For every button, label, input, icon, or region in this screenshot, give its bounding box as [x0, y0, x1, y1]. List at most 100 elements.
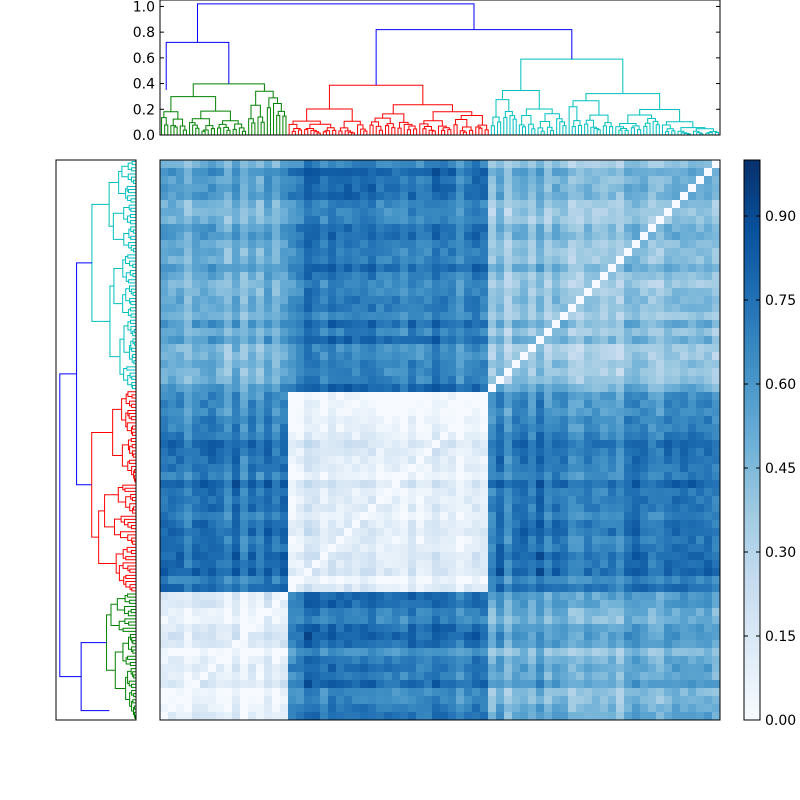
heatmap-cell	[328, 392, 337, 401]
heatmap-cell	[240, 184, 249, 193]
heatmap-cell	[168, 472, 177, 481]
heatmap-cell	[288, 312, 297, 321]
heatmap-cell	[472, 304, 481, 313]
heatmap-cell	[592, 368, 601, 377]
heatmap-cell	[408, 680, 417, 689]
heatmap-cell	[224, 616, 233, 625]
heatmap-cell	[608, 424, 617, 433]
heatmap-cell	[240, 280, 249, 289]
heatmap-cell	[536, 624, 545, 633]
heatmap-cell	[280, 656, 289, 665]
heatmap-cell	[712, 632, 721, 641]
heatmap-cell	[568, 600, 577, 609]
heatmap-cell	[288, 296, 297, 305]
heatmap-cell	[168, 640, 177, 649]
heatmap-cell	[360, 552, 369, 561]
heatmap-cell	[368, 624, 377, 633]
heatmap-cell	[312, 280, 321, 289]
heatmap-cell	[304, 184, 313, 193]
heatmap-cell	[424, 360, 433, 369]
heatmap-cell	[680, 280, 689, 289]
heatmap-cell	[392, 304, 401, 313]
heatmap-cell	[680, 536, 689, 545]
heatmap-cell	[360, 496, 369, 505]
heatmap-cell	[688, 368, 697, 377]
heatmap-cell	[712, 512, 721, 521]
heatmap-cell	[224, 288, 233, 297]
heatmap-cell	[544, 208, 553, 217]
heatmap-cell	[488, 288, 497, 297]
heatmap-cell	[608, 512, 617, 521]
heatmap-cell	[664, 376, 673, 385]
heatmap-cell	[344, 208, 353, 217]
heatmap-cell	[184, 512, 193, 521]
heatmap-cell	[424, 672, 433, 681]
heatmap-cell	[248, 680, 257, 689]
heatmap-cell	[512, 240, 521, 249]
heatmap-cell	[712, 528, 721, 537]
heatmap-cell	[712, 384, 721, 393]
heatmap-cell	[592, 448, 601, 457]
heatmap-cell	[216, 392, 225, 401]
heatmap-cell	[256, 352, 265, 361]
heatmap-cell	[608, 608, 617, 617]
heatmap-cell	[576, 216, 585, 225]
heatmap-cell	[248, 256, 257, 265]
heatmap-cell	[424, 512, 433, 521]
heatmap-cell	[696, 488, 705, 497]
heatmap-cell	[312, 448, 321, 457]
heatmap-cell	[616, 656, 625, 665]
heatmap-cell	[456, 640, 465, 649]
heatmap-cell	[320, 544, 329, 553]
heatmap-cell	[496, 224, 505, 233]
heatmap-cell	[352, 272, 361, 281]
heatmap-cell	[360, 576, 369, 585]
heatmap-cell	[168, 648, 177, 657]
heatmap-cell	[400, 376, 409, 385]
heatmap-cell	[456, 160, 465, 169]
heatmap-cell	[464, 328, 473, 337]
heatmap-cell	[656, 440, 665, 449]
heatmap-cell	[560, 264, 569, 273]
heatmap-cell	[376, 360, 385, 369]
heatmap-cell	[608, 560, 617, 569]
heatmap-cell	[376, 520, 385, 529]
heatmap-cell	[160, 304, 169, 313]
heatmap-cell	[176, 520, 185, 529]
heatmap-cell	[176, 408, 185, 417]
heatmap-cell	[208, 480, 217, 489]
heatmap-cell	[624, 656, 633, 665]
heatmap-cell	[208, 608, 217, 617]
heatmap-cell	[384, 272, 393, 281]
heatmap-cell	[240, 288, 249, 297]
heatmap-cell	[448, 536, 457, 545]
dendrogram-link	[131, 385, 136, 390]
heatmap-cell	[672, 552, 681, 561]
heatmap-cell	[560, 672, 569, 681]
heatmap-cell	[240, 392, 249, 401]
heatmap-cell	[488, 360, 497, 369]
heatmap-cell	[304, 656, 313, 665]
heatmap-cell	[160, 288, 169, 297]
heatmap-cell	[416, 456, 425, 465]
heatmap-cell	[560, 360, 569, 369]
heatmap-cell	[328, 208, 337, 217]
heatmap-cell	[584, 472, 593, 481]
heatmap-cell	[568, 224, 577, 233]
heatmap-cell	[712, 328, 721, 337]
heatmap-cell	[328, 504, 337, 513]
dendrogram-link	[478, 127, 483, 135]
heatmap-cell	[544, 648, 553, 657]
heatmap-cell	[264, 584, 273, 593]
heatmap-cell	[312, 320, 321, 329]
heatmap-cell	[216, 344, 225, 353]
heatmap-cell	[296, 296, 305, 305]
heatmap-cell	[288, 320, 297, 329]
heatmap-cell	[384, 568, 393, 577]
heatmap-cell	[672, 288, 681, 297]
heatmap-cell	[712, 264, 721, 273]
heatmap-cell	[456, 408, 465, 417]
heatmap-cell	[272, 584, 281, 593]
heatmap-cell	[648, 264, 657, 273]
heatmap-cell	[592, 496, 601, 505]
